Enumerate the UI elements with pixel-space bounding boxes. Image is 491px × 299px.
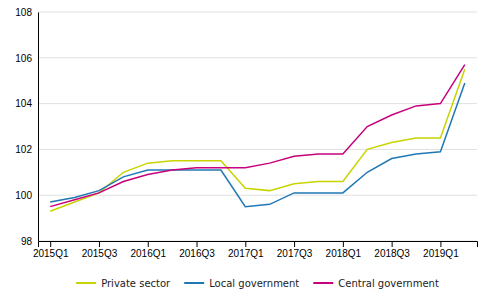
x-tick: 2016Q1 — [130, 241, 166, 259]
grid-line — [38, 195, 477, 196]
x-tick-label: 2017Q3 — [277, 248, 313, 259]
x-axis: 2015Q1 2015Q3 2016Q1 2016Q3 2017Q1 2017Q3 2018… — [33, 241, 478, 259]
grid-line — [38, 149, 477, 150]
x-tick-mark — [245, 241, 246, 247]
x-tick: 2019Q1 — [423, 241, 459, 259]
x-tick-label: 2016Q3 — [179, 248, 215, 259]
y-tick: 104 — [15, 98, 38, 109]
x-tick-label: 2018Q3 — [374, 248, 410, 259]
x-axis-line — [39, 242, 478, 248]
legend-label: Local government — [209, 278, 299, 289]
x-tick: 2015Q3 — [82, 241, 118, 259]
legend-label: Private sector — [101, 278, 171, 289]
grid-line — [38, 57, 477, 58]
y-tick: 98 — [21, 236, 38, 247]
y-tick-label: 108 — [15, 7, 32, 18]
x-tick-label: 2015Q1 — [33, 248, 69, 259]
x-tick: 2018Q1 — [326, 241, 362, 259]
x-tick: 2017Q1 — [228, 241, 264, 259]
grid-line — [38, 103, 477, 104]
x-tick: 2017Q3 — [277, 241, 313, 259]
grid — [38, 12, 477, 241]
x-tick-mark — [440, 241, 441, 247]
x-tick-label: 2015Q3 — [82, 248, 118, 259]
y-tick: 102 — [15, 144, 38, 155]
legend-item: Central government — [313, 278, 439, 289]
legend: Private sector Local government Central go… — [76, 278, 439, 289]
x-tick-label: 2017Q1 — [228, 248, 264, 259]
x-tick: 2018Q3 — [374, 241, 410, 259]
y-tick-label: 104 — [15, 98, 32, 109]
series-line — [50, 69, 465, 211]
legend-swatch — [313, 282, 333, 284]
series-line — [50, 65, 465, 207]
legend-swatch — [184, 282, 204, 284]
x-tick-mark — [392, 241, 393, 247]
grid-line — [38, 12, 477, 13]
x-tick-mark — [50, 241, 51, 247]
x-tick: 2016Q3 — [179, 241, 215, 259]
y-tick: 108 — [15, 7, 38, 18]
legend-item: Local government — [184, 278, 299, 289]
x-tick: 2015Q1 — [33, 241, 69, 259]
y-tick-label: 102 — [15, 144, 32, 155]
y-tick-label: 98 — [21, 236, 33, 247]
legend-label: Central government — [338, 278, 439, 289]
x-tick-label: 2016Q1 — [130, 248, 166, 259]
series-line — [50, 83, 465, 207]
y-tick-label: 100 — [15, 190, 32, 201]
x-tick-mark — [99, 241, 100, 247]
x-tick-mark — [148, 241, 149, 247]
legend-item: Private sector — [76, 278, 171, 289]
y-tick-label: 106 — [15, 53, 32, 64]
x-tick-mark — [197, 241, 198, 247]
y-tick: 100 — [15, 190, 38, 201]
y-axis-line — [38, 13, 39, 242]
x-tick-mark — [294, 241, 295, 247]
legend-swatch — [76, 282, 96, 284]
y-tick: 106 — [15, 53, 38, 64]
chart: 98 100 102 104 106 108 2015Q1 2015Q3 2016Q1 2016Q… — [0, 0, 491, 299]
x-tick-mark — [343, 241, 344, 247]
x-tick-label: 2019Q1 — [423, 248, 459, 259]
y-axis: 98 100 102 104 106 108 — [15, 7, 38, 247]
plot-area — [50, 65, 465, 212]
x-tick-label: 2018Q1 — [326, 248, 362, 259]
